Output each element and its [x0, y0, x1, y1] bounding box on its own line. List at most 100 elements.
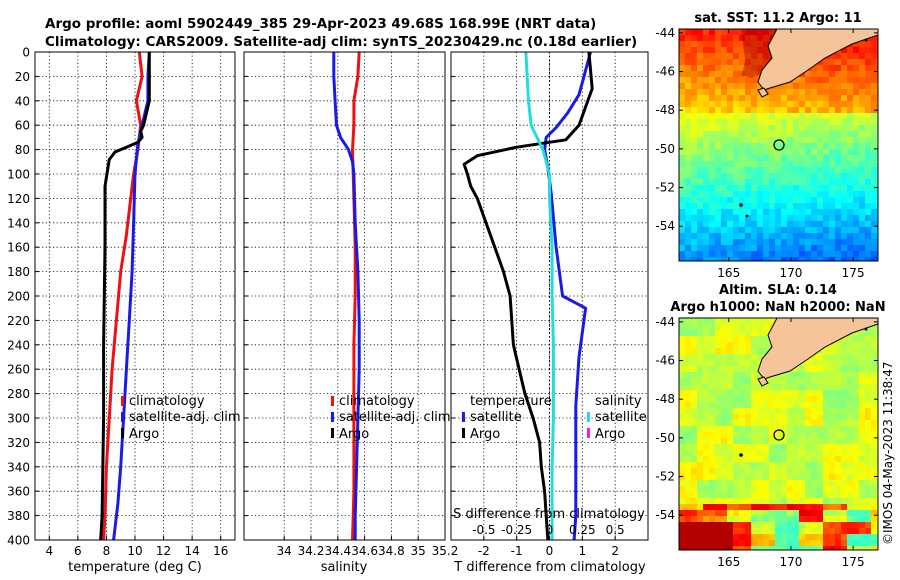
sst-cell — [805, 89, 812, 96]
sst-cell — [751, 233, 758, 240]
sla-cell — [733, 486, 740, 493]
sla-cell — [805, 384, 812, 391]
sst-cell — [757, 239, 764, 246]
sst-cell — [769, 89, 776, 96]
sla-cell — [685, 486, 692, 493]
sla-cell — [715, 528, 722, 535]
sla-cell — [811, 396, 818, 403]
sla-cell — [715, 408, 722, 415]
sla-cell — [679, 450, 686, 457]
sst-cell — [853, 71, 860, 78]
sst-cell — [835, 221, 842, 228]
sla-cell — [769, 426, 776, 433]
sst-cell — [679, 65, 686, 72]
sst-cell — [733, 191, 740, 198]
sst-cell — [703, 221, 710, 228]
sst-cell — [727, 239, 734, 246]
sst-cell — [697, 95, 704, 102]
sla-cell — [727, 462, 734, 469]
sst-cell — [787, 179, 794, 186]
sla-cell — [853, 546, 860, 550]
sla-cell — [703, 546, 710, 550]
y-tick-label: 120 — [7, 192, 30, 206]
sla-cell — [823, 384, 830, 391]
sst-cell — [745, 101, 752, 108]
sla-cell — [817, 360, 824, 367]
sla-cell — [685, 438, 692, 445]
sla-cell — [817, 408, 824, 415]
sst-cell — [721, 179, 728, 186]
sla-cell — [697, 360, 704, 367]
sla-cell — [721, 450, 728, 457]
sst-cell — [715, 47, 722, 54]
sst-cell — [799, 233, 806, 240]
legend-label-argo: Argo — [339, 427, 369, 442]
sla-cell — [787, 438, 794, 445]
sst-cell — [793, 179, 800, 186]
sst-cell — [745, 119, 752, 126]
sla-cell — [709, 318, 716, 325]
sst-cell — [847, 167, 854, 174]
sla-cell — [727, 336, 734, 343]
sla-cell — [811, 450, 818, 457]
sla-cell — [769, 402, 776, 409]
sst-cell — [751, 179, 758, 186]
sst-cell — [757, 131, 764, 138]
sst-cell — [769, 257, 776, 261]
sst-cell — [847, 155, 854, 162]
sla-cell — [745, 384, 752, 391]
sst-cell — [709, 179, 716, 186]
sla-cell — [859, 546, 866, 550]
sst-cell — [811, 77, 818, 84]
sst-cell — [871, 221, 878, 228]
sst-cell — [685, 65, 692, 72]
sst-cell — [691, 71, 698, 78]
sla-cell — [739, 324, 746, 331]
sst-cell — [775, 173, 782, 180]
sst-cell — [715, 131, 722, 138]
sst-cell — [805, 125, 812, 132]
sla-cell — [865, 486, 872, 493]
sst-cell — [721, 149, 728, 156]
sla-cell — [721, 522, 728, 529]
sst-cell — [679, 143, 686, 150]
sla-cell — [727, 522, 734, 529]
sla-cell — [793, 384, 800, 391]
sla-cell — [853, 372, 860, 379]
sla-cell — [763, 450, 770, 457]
sst-cell — [805, 77, 812, 84]
sla-cell — [865, 372, 872, 379]
sst-cell — [835, 77, 842, 84]
sst-cell — [703, 59, 710, 66]
sst-cell — [697, 239, 704, 246]
sst-cell — [745, 233, 752, 240]
sst-cell — [847, 251, 854, 258]
map-y-tick-label: -52 — [655, 470, 675, 484]
sst-cell — [787, 167, 794, 174]
sst-cell — [751, 191, 758, 198]
sst-cell — [757, 137, 764, 144]
sst-cell — [769, 149, 776, 156]
sst-cell — [709, 89, 716, 96]
sla-cell — [769, 408, 776, 415]
sla-cell — [811, 540, 818, 547]
sst-cell — [715, 101, 722, 108]
map-y-tick-label: -46 — [655, 354, 675, 368]
sla-cell — [829, 396, 836, 403]
sst-cell — [691, 149, 698, 156]
sla-cell — [817, 384, 824, 391]
sst-cell — [691, 95, 698, 102]
sst-cell — [679, 197, 686, 204]
sst-cell — [757, 59, 764, 66]
sst-cell — [853, 173, 860, 180]
sst-cell — [691, 125, 698, 132]
sla-cell — [805, 372, 812, 379]
sst-cell — [739, 53, 746, 60]
sla-cell — [733, 384, 740, 391]
sst-cell — [799, 131, 806, 138]
sst-cell — [799, 95, 806, 102]
sst-cell — [721, 167, 728, 174]
sst-cell — [763, 101, 770, 108]
sst-cell — [745, 137, 752, 144]
sla-cell — [871, 516, 878, 523]
